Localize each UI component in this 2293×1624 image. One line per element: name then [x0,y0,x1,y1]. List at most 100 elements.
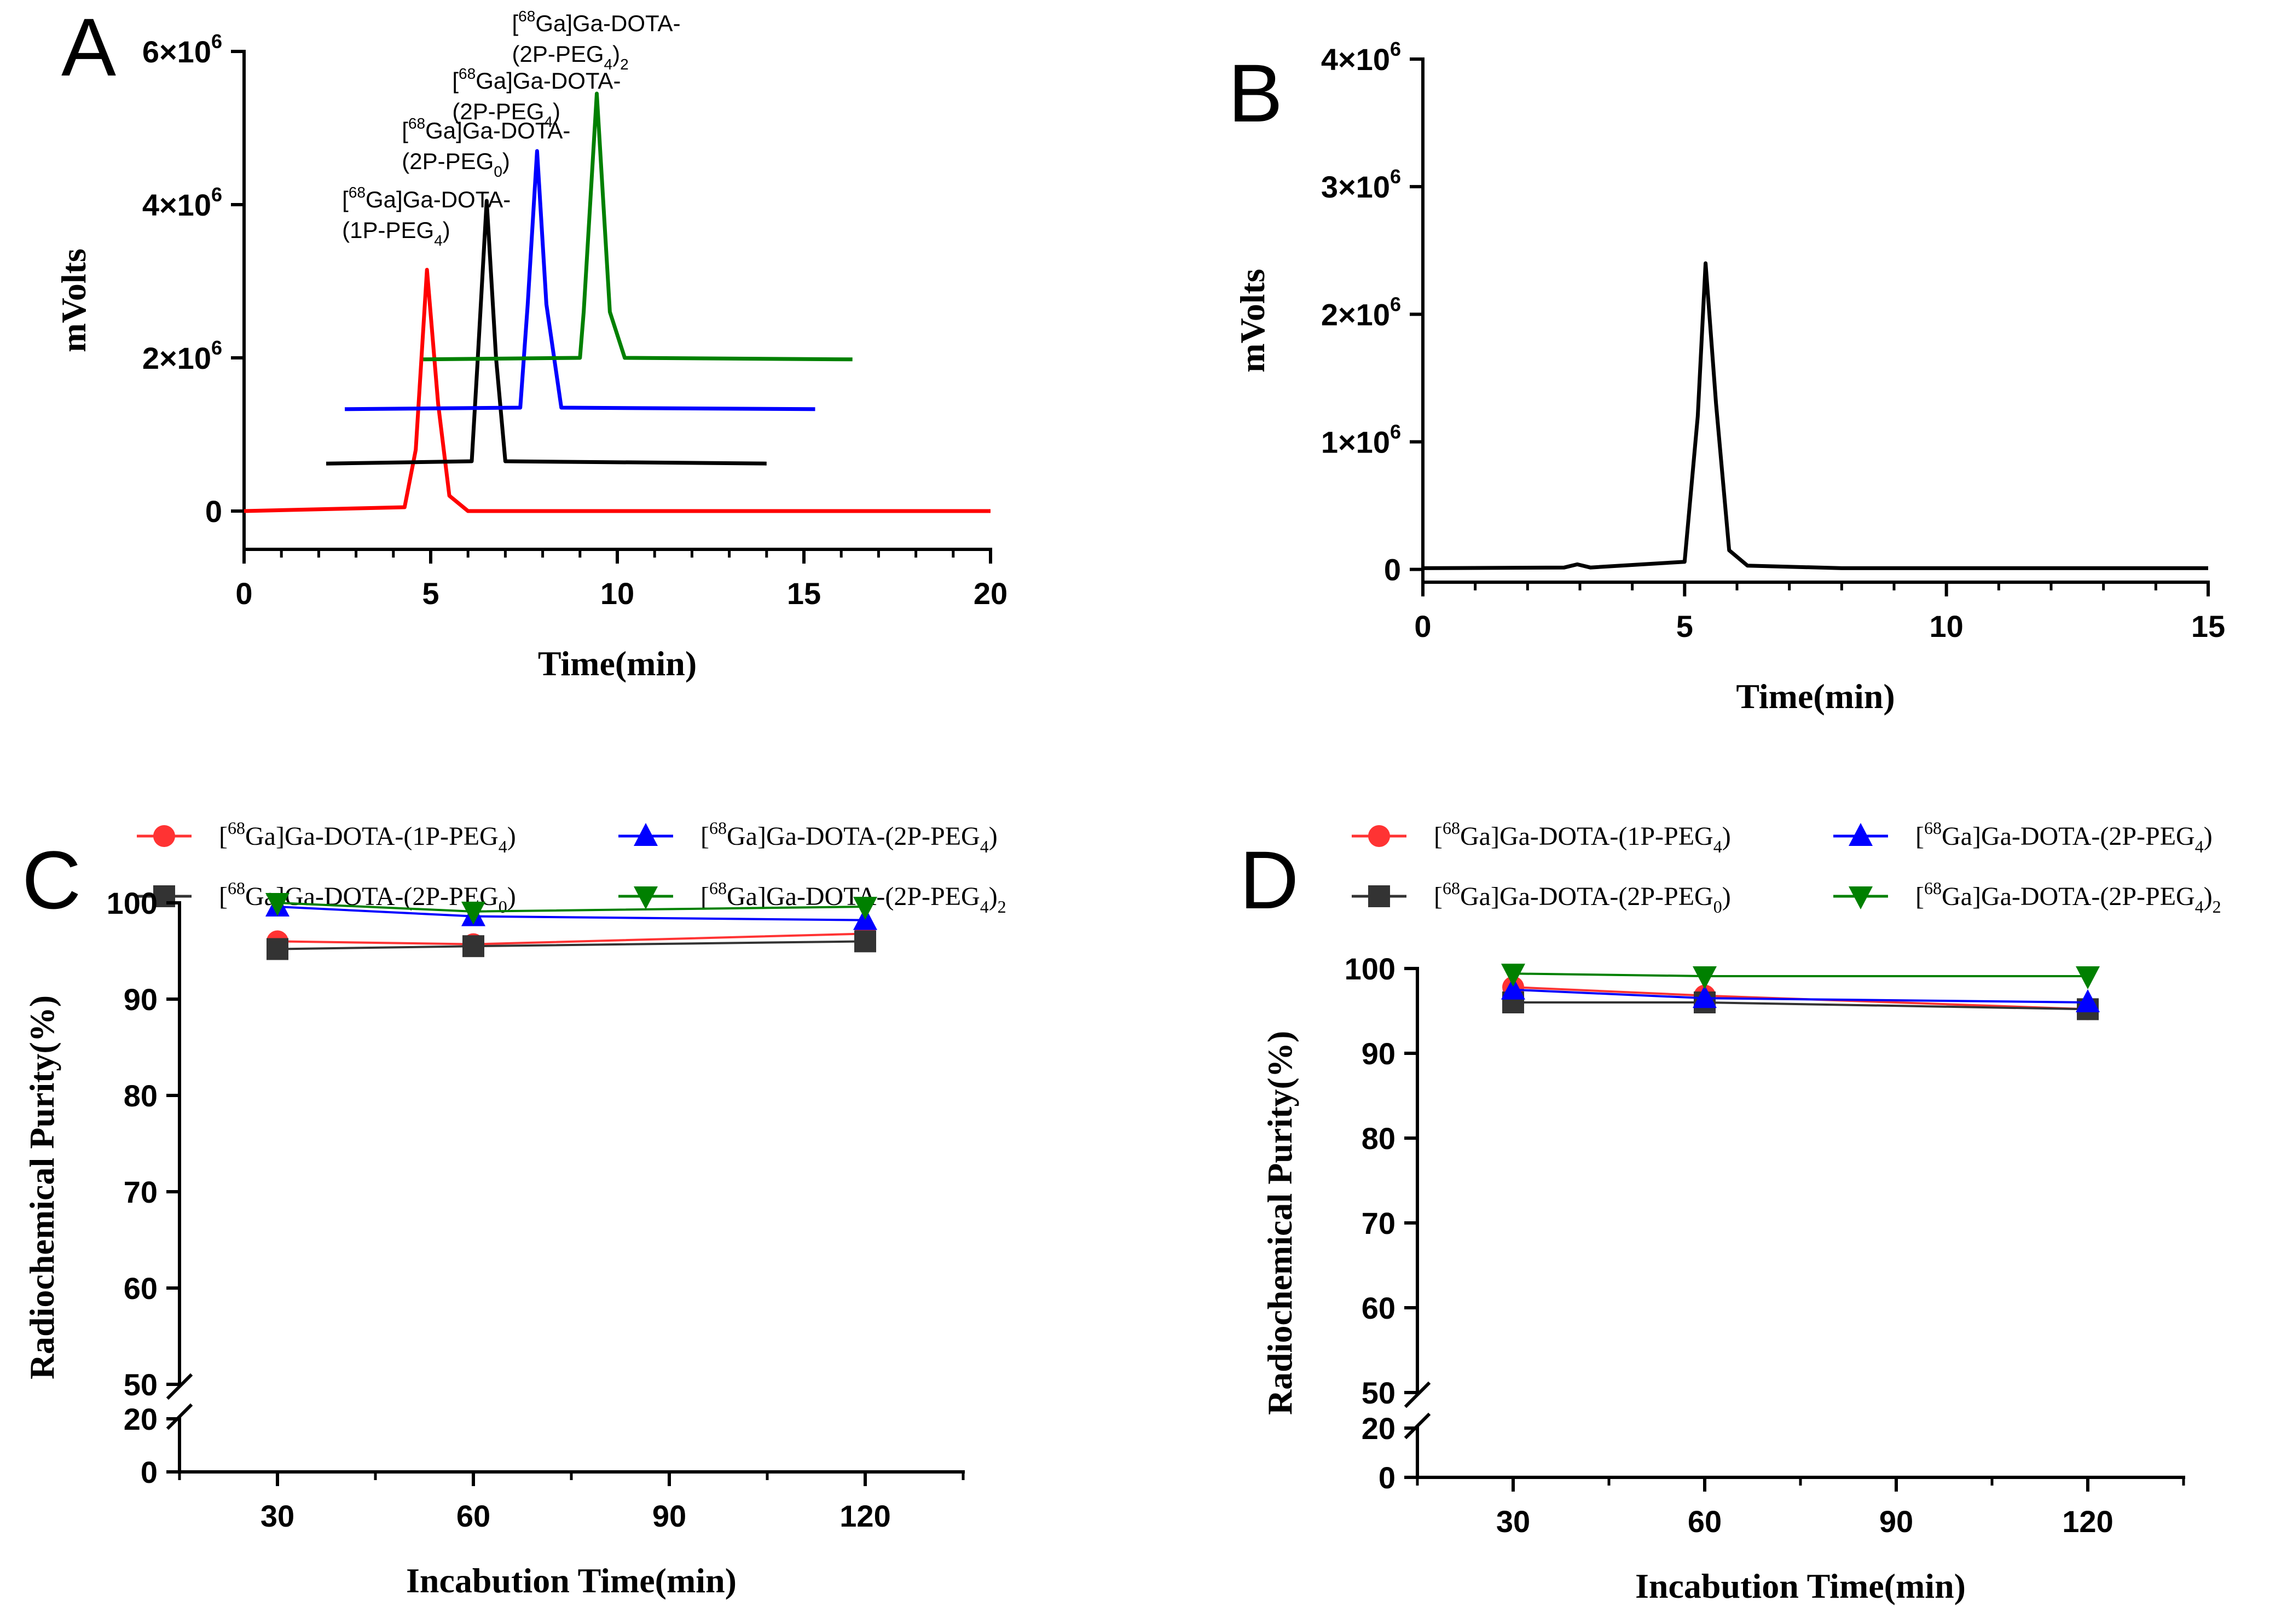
x-tick-label: 0 [1414,609,1431,643]
x-tick-label: 0 [235,576,252,611]
y-tick-label: 70 [1362,1206,1396,1240]
peak-label: [68Ga]Ga-DOTA- [402,115,570,143]
legend-label: [68Ga]Ga-DOTA-(1P-PEG4) [219,818,516,856]
x-tick-label: 10 [1930,609,1964,643]
y-tick-label: 50 [1362,1376,1396,1410]
legend-label: [68Ga]Ga-DOTA-(1P-PEG4) [1434,818,1731,856]
x-tick-label: 120 [839,1499,890,1533]
y-tick-label: 2×106 [1321,293,1401,332]
y-tick-label: 1×106 [1321,421,1401,460]
chromatogram-trace [345,149,815,411]
peak-label: [68Ga]Ga-DOTA- [452,65,621,94]
y-axis-label: Radiochemical Purity(%) [1260,1031,1299,1415]
x-tick-label: 10 [600,576,634,611]
peak-label: [68Ga]Ga-DOTA- [512,8,680,36]
y-axis-label: mVolts [54,248,93,352]
x-tick-label: 90 [652,1499,686,1533]
legend-label: [68Ga]Ga-DOTA-(2P-PEG0) [1434,878,1731,917]
y-tick-label: 4×106 [1321,38,1401,77]
chromatogram-trace [326,199,767,466]
legend-label: [68Ga]Ga-DOTA-(2P-PEG4) [1915,818,2213,856]
y-tick-label: 60 [124,1271,158,1306]
x-tick-label: 30 [260,1499,294,1533]
peak-label: (1P-PEG4) [342,217,450,249]
chromatogram-trace [1422,261,2208,570]
y-tick-label: 0 [1379,1460,1396,1495]
y-tick-label: 80 [1362,1121,1396,1156]
marker-square [854,930,876,953]
marker-triangle-up [1849,823,1873,846]
y-tick-label: 70 [124,1175,158,1209]
y-tick-label: 100 [1345,952,1396,986]
marker-triangle-down [1849,886,1873,909]
peak-label: (2P-PEG4) [452,98,560,130]
y-tick-label: 90 [124,982,158,1017]
x-axis-label: Incabution Time(min) [406,1561,737,1600]
y-axis-label: mVolts [1233,269,1272,373]
x-tick-label: 5 [1676,609,1693,643]
y-tick-label: 3×106 [1321,165,1401,204]
y-tick-label: 0 [141,1455,158,1489]
x-axis-label: Time(min) [538,644,697,683]
y-tick-label: 0 [205,494,222,529]
marker-triangle-down [1693,966,1717,989]
marker-triangle-up [2076,989,2100,1012]
panel-c-purity-chart: C [68Ga]Ga-DOTA-(1P-PEG4) [68Ga]Ga-DOTA-(2… [22,818,1006,1600]
axis-break-mark [166,1403,193,1430]
x-tick-label: 5 [422,576,439,611]
legend-label: [68Ga]Ga-DOTA-(2P-PEG4)2 [700,878,1006,917]
axis-break-mark [1404,1412,1431,1440]
y-tick-label: 0 [1384,553,1401,587]
x-tick-label: 20 [974,576,1007,611]
panel-b-chromatogram: B 0 5 10 15 0 1×106 2×106 3×106 4×106 Time(min) mVo… [1228,38,2225,716]
y-tick-label: 60 [1362,1291,1396,1325]
marker-circle [153,825,175,847]
peak-label: (2P-PEG4)2 [512,41,628,73]
x-tick-label: 60 [1688,1504,1722,1539]
y-tick-label: 20 [124,1402,158,1436]
y-tick-label: 80 [124,1078,158,1113]
series-line [1513,972,2088,977]
panel-letter: A [61,1,116,93]
y-tick-label: 2×106 [142,337,222,375]
marker-triangle-up [634,823,658,846]
panel-a-chromatogram: A 0 5 10 15 20 0 2×106 4×106 6×106 Time(min) mVolts… [54,1,1007,683]
panel-letter: C [22,834,81,926]
y-axis-label: Radiochemical Purity(%) [22,995,61,1379]
panel-d-purity-chart: D [68Ga]Ga-DOTA-(1P-PEG4) [68Ga]Ga-DOTA-(2… [1240,818,2221,1605]
y-tick-label: 4×106 [142,183,222,222]
marker-triangle-up [1693,985,1717,1008]
marker-triangle-down [1501,964,1525,987]
x-tick-label: 15 [2191,609,2225,643]
panel-letter: B [1228,47,1283,139]
x-tick-label: 120 [2062,1504,2113,1539]
chromatogram-trace [423,91,853,362]
marker-triangle-down [634,886,658,909]
chromatogram-trace [244,268,991,513]
marker-triangle-up [1501,976,1525,1000]
legend-label: [68Ga]Ga-DOTA-(2P-PEG4)2 [1915,878,2221,917]
marker-triangle-down [461,901,485,925]
marker-triangle-down [853,897,877,920]
peak-label: (2P-PEG0) [402,148,510,180]
x-tick-label: 60 [456,1499,490,1533]
y-tick-label: 100 [107,886,158,920]
legend-label: [68Ga]Ga-DOTA-(2P-PEG4) [700,818,998,856]
marker-triangle-down [265,893,289,916]
panel-letter: D [1240,834,1299,926]
x-tick-label: 15 [787,576,821,611]
x-axis-label: Incabution Time(min) [1635,1567,1966,1605]
x-tick-label: 30 [1496,1504,1530,1539]
y-tick-label: 50 [124,1367,158,1402]
y-tick-label: 6×106 [142,30,222,69]
y-tick-label: 90 [1362,1036,1396,1071]
x-tick-label: 90 [1879,1504,1913,1539]
marker-square [1368,885,1390,907]
axis-break-mark [1404,1381,1431,1408]
axis-break-mark [166,1373,193,1400]
marker-square [462,935,484,958]
marker-square [267,938,288,960]
x-axis-label: Time(min) [1736,677,1895,716]
y-tick-label: 20 [1362,1411,1396,1446]
